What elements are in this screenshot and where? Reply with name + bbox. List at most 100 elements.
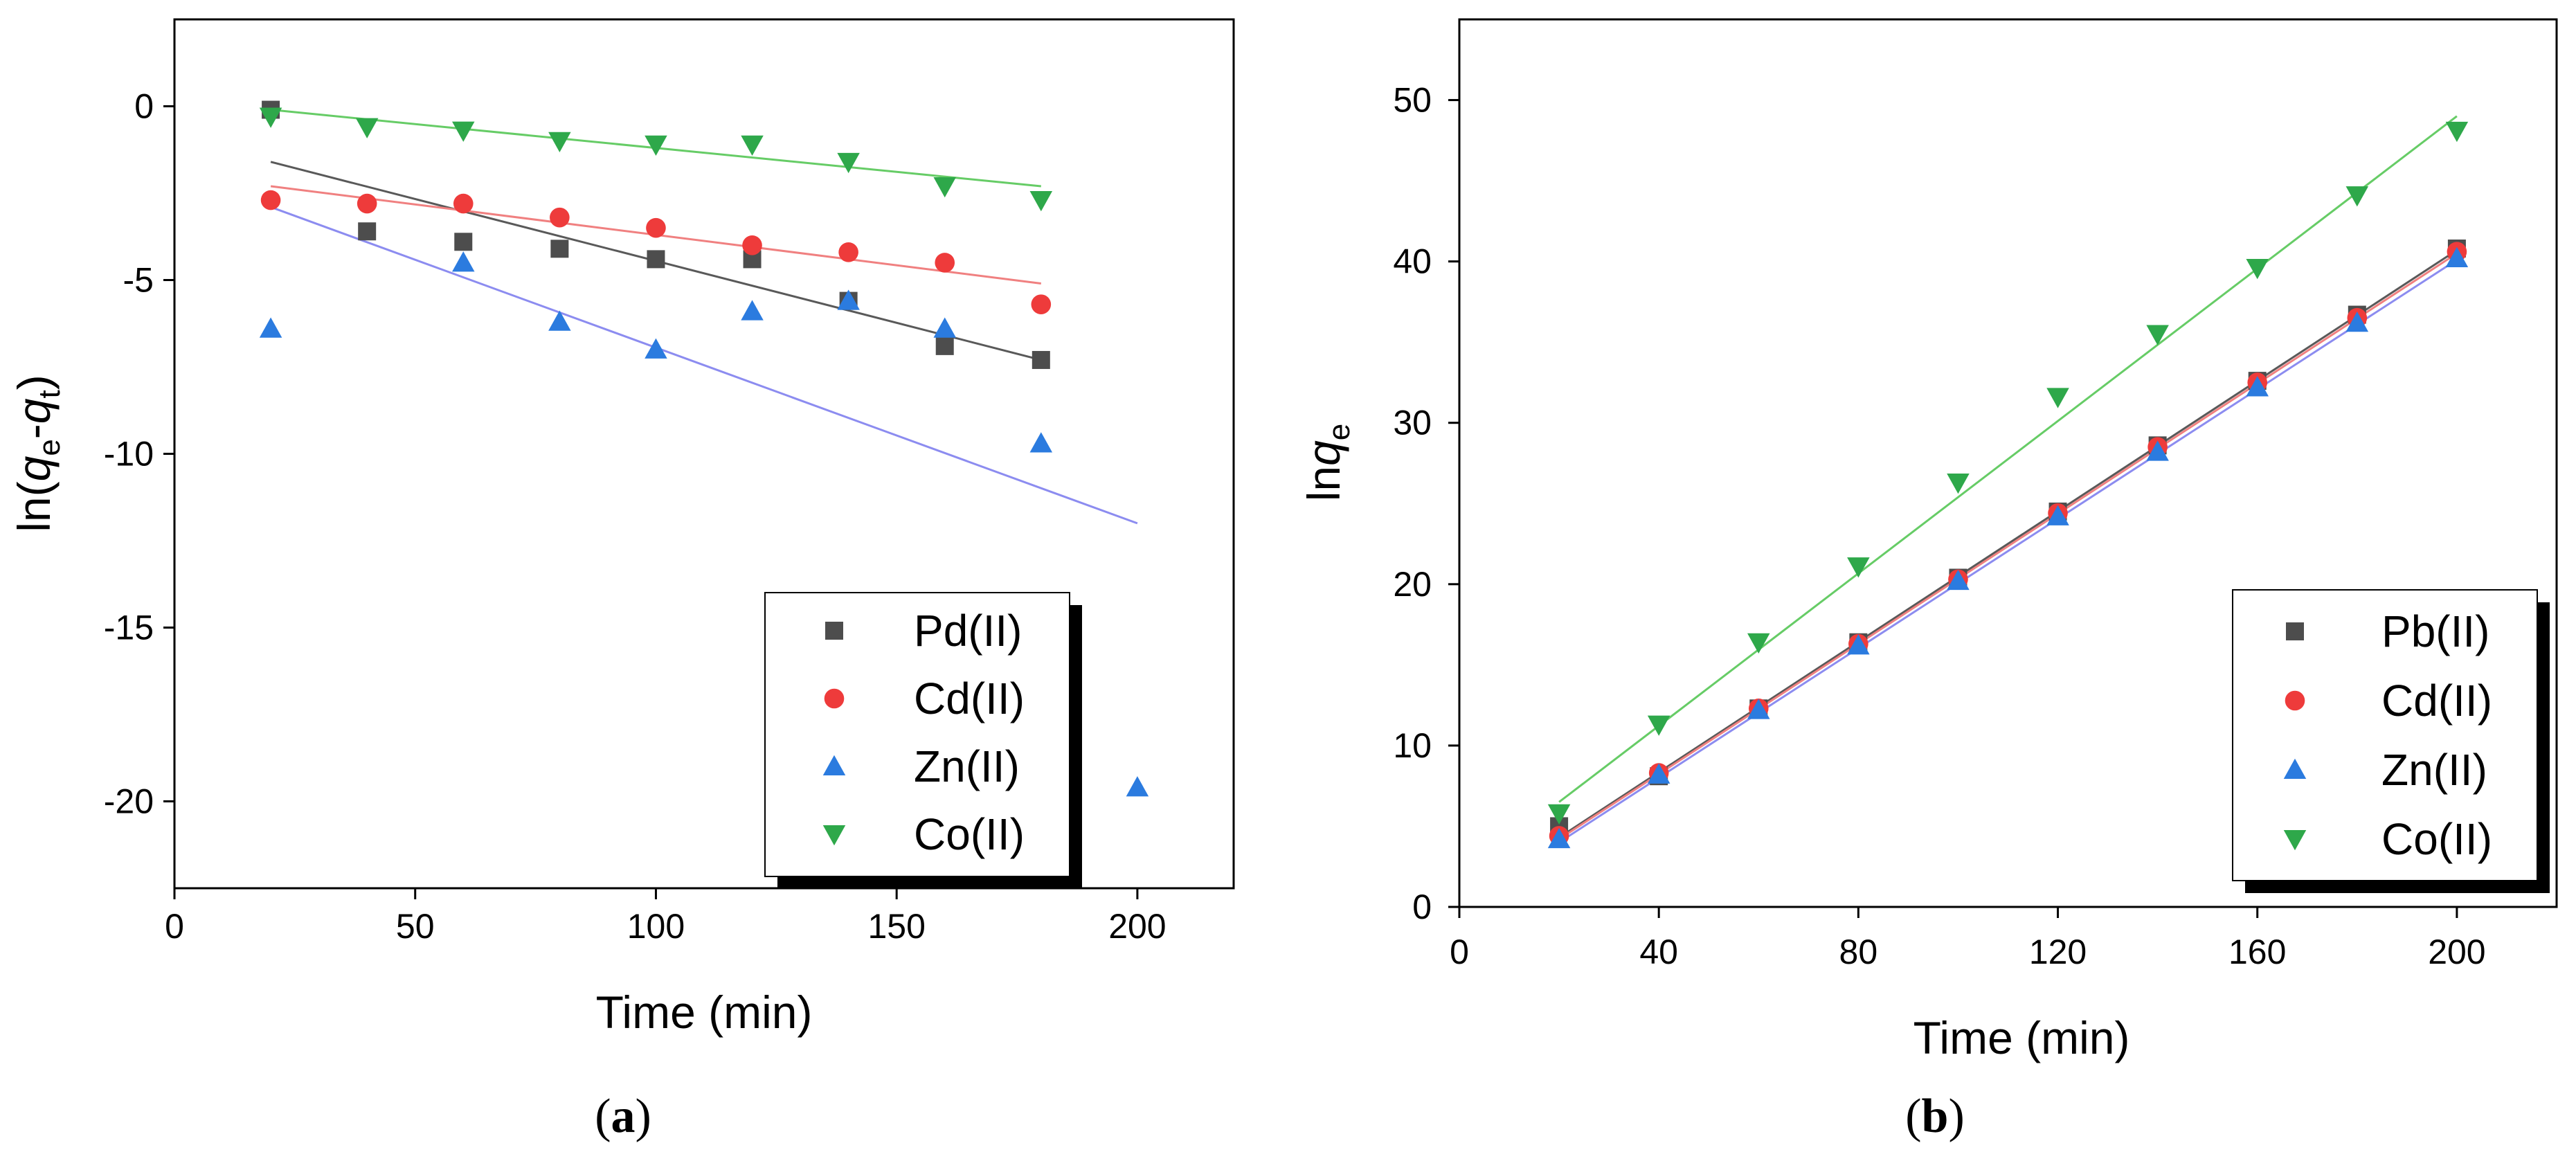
data-point-coii (1547, 804, 1571, 825)
data-point-znii (1547, 827, 1571, 849)
data-point-pdii (358, 222, 377, 241)
y-tick-label: 0 (134, 87, 154, 126)
data-point-coii (355, 118, 379, 138)
data-point-pdii (1032, 350, 1050, 369)
legend-box (764, 592, 1070, 877)
legend-label: Cd(II) (2381, 676, 2492, 726)
data-point-pdii (647, 250, 665, 269)
caption-a: (a) (595, 1090, 651, 1143)
legend-marker (822, 755, 846, 775)
data-point-coii (2345, 186, 2369, 207)
legend-label: Co(II) (914, 809, 1025, 859)
data-point-pdii (935, 336, 954, 355)
x-tick-label: 200 (2428, 933, 2485, 971)
data-point-cdii (357, 193, 377, 214)
data-point-coii (2445, 121, 2469, 143)
data-point-coii (933, 177, 956, 198)
data-point-znii (645, 338, 667, 359)
x-tick-label: 160 (2228, 933, 2286, 971)
x-tick-label: 120 (2029, 933, 2087, 971)
y-tick-label: 30 (1393, 404, 1432, 442)
y-tick-label: -20 (104, 782, 154, 821)
x-tick-label: 0 (165, 907, 184, 946)
data-point-cdii (935, 253, 955, 273)
legend-marker (2283, 830, 2307, 851)
y-axis-title-b: lnqe (1298, 424, 1356, 502)
plot-frame-b (1458, 18, 2558, 908)
caption-b: (b) (1905, 1090, 1965, 1143)
fit-line-pbii (1558, 249, 2458, 839)
legend-label: Cd(II) (914, 674, 1025, 723)
y-tick-label: -10 (104, 435, 154, 474)
y-tick-label: 10 (1393, 726, 1432, 765)
legend-label: Pd(II) (914, 606, 1022, 656)
y-tick-label: -5 (123, 261, 154, 300)
data-point-coii (1029, 191, 1053, 212)
x-axis-title-b: Time (min) (1913, 1012, 2130, 1063)
legend-label: Zn(II) (2381, 745, 2487, 795)
data-point-cdii (260, 190, 281, 210)
data-points-b (1547, 121, 2469, 849)
legend-label: Pb(II) (2381, 606, 2489, 656)
data-point-coii (1647, 715, 1670, 736)
x-tick-label: 150 (867, 907, 925, 946)
data-point-znii (2046, 505, 2069, 525)
data-point-znii (1029, 432, 1053, 453)
data-point-coii (741, 135, 764, 156)
data-point-znii (259, 317, 282, 338)
data-point-znii (1647, 763, 1670, 784)
data-point-coii (837, 152, 860, 174)
data-point-znii (1947, 569, 1970, 591)
x-tick-label: 80 (1839, 933, 1878, 971)
x-tick-label: 50 (396, 907, 435, 946)
legend-marker (2283, 758, 2307, 779)
data-point-cdii (550, 207, 570, 228)
data-point-coii (259, 107, 282, 128)
data-point-znii (2246, 376, 2269, 397)
data-point-znii (933, 317, 956, 338)
fit-lines-a (270, 109, 1138, 525)
data-point-cdii (742, 235, 762, 255)
legend-box (2232, 589, 2538, 881)
data-point-coii (548, 132, 571, 152)
fit-line-coii (1558, 115, 2458, 803)
x-tick-label: 40 (1639, 933, 1678, 971)
data-point-coii (2046, 388, 2069, 408)
chart-panel-a: 0 50 100 150 200 0 -5 -10 -15 -20 Time (min) ln(… (8, 18, 1235, 1143)
fit-line-cdii (1558, 252, 2458, 840)
data-point-coii (2146, 325, 2169, 345)
data-point-coii (1947, 473, 1970, 494)
data-point-pdii (454, 233, 473, 251)
data-point-cdii (1031, 294, 1052, 314)
data-point-coii (645, 135, 667, 156)
data-point-cdii (453, 193, 474, 214)
legend-label: Co(II) (2381, 814, 2492, 864)
x-tick-label: 100 (627, 907, 685, 946)
data-point-znii (2146, 440, 2169, 461)
data-point-cdii (646, 217, 666, 238)
legend-marker (822, 825, 846, 846)
data-point-pdii (550, 240, 569, 258)
data-point-znii (548, 310, 571, 331)
y-tick-label: 20 (1393, 565, 1432, 604)
data-point-coii (1847, 557, 1870, 578)
data-points-a (259, 100, 1149, 797)
legend-marker (825, 622, 843, 640)
data-point-znii (1747, 699, 1770, 719)
fit-lines-b (1558, 115, 2458, 844)
data-point-znii (1847, 634, 1870, 655)
legend-marker (2285, 690, 2305, 711)
data-point-coii (1747, 633, 1770, 654)
data-point-znii (2445, 246, 2469, 267)
legend-b: Pb(II) Cd(II) Zn(II) Co(II) (2232, 589, 2550, 893)
data-point-znii (452, 251, 475, 272)
y-tick-label: 40 (1393, 242, 1432, 281)
legend-label: Zn(II) (914, 741, 1020, 791)
legend-marker (824, 688, 845, 709)
x-axis-title-a: Time (min) (596, 987, 813, 1038)
legend-marker (2286, 622, 2304, 640)
x-tick-label: 0 (1450, 933, 1469, 971)
fit-line-znii (1558, 259, 2458, 844)
y-tick-label: 50 (1393, 81, 1432, 120)
